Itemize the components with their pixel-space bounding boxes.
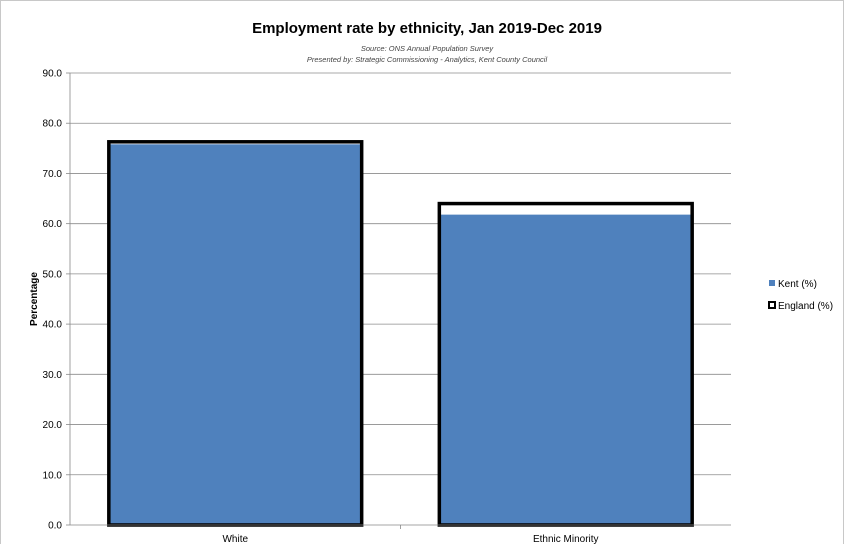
bar-kent xyxy=(439,215,692,525)
y-tick-label: 50.0 xyxy=(43,269,63,280)
bars xyxy=(109,142,692,525)
y-tick-label: 90.0 xyxy=(43,69,63,80)
x-category-label: Ethnic Minority xyxy=(533,534,599,545)
y-tick-label: 70.0 xyxy=(43,169,63,180)
y-tick-label: 10.0 xyxy=(43,470,63,481)
y-tick-label: 30.0 xyxy=(43,370,63,381)
legend-swatch-kent xyxy=(769,280,775,286)
x-category-label: White xyxy=(222,534,248,545)
chart-subtitle-source: Source: ONS Annual Population Survey xyxy=(361,44,495,53)
legend-label-england: England (%) xyxy=(778,301,833,312)
y-tick-label: 60.0 xyxy=(43,219,63,230)
y-tick-label: 20.0 xyxy=(43,420,63,431)
y-tick-label: 40.0 xyxy=(43,320,63,331)
y-tick-label: 80.0 xyxy=(43,119,63,130)
chart-title: Employment rate by ethnicity, Jan 2019-D… xyxy=(252,20,602,37)
legend-label-kent: Kent (%) xyxy=(778,279,817,290)
legend: Kent (%) England (%) xyxy=(769,279,833,312)
legend-swatch-england xyxy=(769,302,775,308)
y-axis-label: Percentage xyxy=(29,272,40,326)
y-tick-label: 0.0 xyxy=(48,521,62,532)
bar-kent xyxy=(109,144,362,525)
chart-subtitle-presenter: Presented by: Strategic Commissioning - … xyxy=(307,55,548,64)
